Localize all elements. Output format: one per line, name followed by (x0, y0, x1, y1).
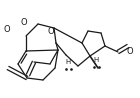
Text: H: H (65, 59, 71, 65)
Text: O: O (21, 18, 27, 26)
Text: O: O (4, 24, 10, 34)
Text: O: O (127, 46, 133, 55)
Text: O: O (48, 26, 54, 35)
Text: H: H (93, 57, 99, 63)
